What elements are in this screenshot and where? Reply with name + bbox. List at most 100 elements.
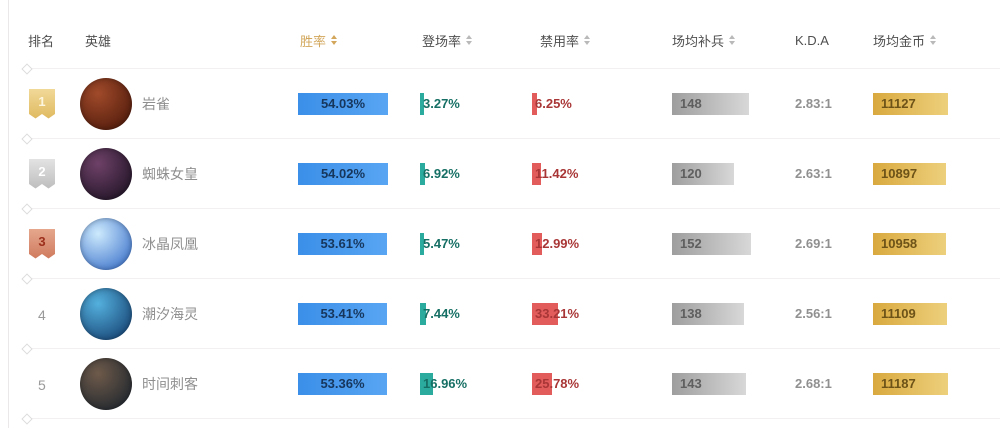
- banrate-value: 11.42%: [535, 165, 579, 181]
- gold-cell: 11187: [860, 372, 1000, 395]
- column-header-label: 胜率: [300, 33, 327, 49]
- column-header-hero: 英雄: [78, 31, 298, 50]
- table-row[interactable]: 2 蜘蛛女皇 54.02% 6.92% 11.42% 120 2.63:1 10…: [25, 138, 1000, 208]
- winrate-value: 54.03%: [320, 96, 366, 111]
- cs-cell: 148: [672, 92, 790, 115]
- table-row[interactable]: 5 时间刺客 53.36% 16.96% 25.78% 143 2.68:1 1…: [25, 348, 1000, 418]
- anivia-portrait[interactable]: [80, 217, 132, 270]
- column-header-pickrate[interactable]: 登场率: [420, 31, 532, 50]
- rank-cell: 5: [25, 369, 78, 399]
- rank-badge: 1: [29, 88, 55, 119]
- cs-bar: 143: [672, 372, 746, 395]
- winrate-cell: 53.61%: [298, 232, 420, 255]
- winrate-cell: 53.36%: [298, 372, 420, 395]
- champion-name[interactable]: 蜘蛛女皇: [142, 165, 198, 182]
- rank-cell: 1: [25, 88, 78, 119]
- column-header-cs[interactable]: 场均补兵: [672, 31, 790, 50]
- pickrate-cell: 7.44%: [420, 302, 532, 325]
- winrate-bar: 53.41%: [298, 302, 387, 325]
- champion-name[interactable]: 时间刺客: [142, 375, 198, 392]
- column-header-label: 排名: [28, 33, 55, 49]
- winrate-value: 53.36%: [320, 376, 365, 391]
- rank-cell: 3: [25, 228, 78, 259]
- column-header-label: 场均补兵: [672, 33, 725, 49]
- column-header-label: 登场率: [422, 33, 462, 49]
- banrate-cell: 25.78%: [532, 372, 672, 395]
- banrate-bar: [532, 92, 537, 115]
- winrate-bar: 53.61%: [298, 232, 387, 255]
- taliyah-portrait[interactable]: [80, 77, 132, 130]
- pickrate-bar: [420, 232, 424, 255]
- pickrate-cell: 6.92%: [420, 162, 532, 185]
- rank-cell: 2: [25, 158, 78, 189]
- hero-cell[interactable]: 岩雀: [78, 77, 298, 130]
- pickrate-bar: [420, 372, 433, 395]
- page-left-border: [8, 0, 9, 428]
- column-header-label: 英雄: [85, 33, 112, 49]
- kda-value: 2.83:1: [795, 96, 832, 111]
- sort-icon[interactable]: [331, 35, 338, 45]
- column-header-label: K.D.A: [795, 32, 829, 48]
- cs-cell: 143: [672, 372, 790, 395]
- winrate-bar: 54.03%: [298, 92, 388, 115]
- cs-bar: 152: [672, 232, 751, 255]
- kda-value: 2.63:1: [795, 166, 832, 181]
- winrate-value: 53.61%: [320, 236, 365, 251]
- winrate-bar: 54.02%: [298, 162, 388, 185]
- cs-cell: 152: [672, 232, 790, 255]
- table-row[interactable]: 1 岩雀 54.03% 3.27% 6.25% 148 2.83:1 11127: [25, 68, 1000, 138]
- table-row[interactable]: 3 冰晶凤凰 53.61% 5.47% 12.99% 152 2.69:1 10…: [25, 208, 1000, 278]
- cs-bar: 138: [672, 302, 744, 325]
- cs-cell: 120: [672, 162, 790, 185]
- gold-cell: 10958: [860, 232, 1000, 255]
- gold-bar: 11187: [873, 372, 948, 395]
- kda-value: 2.56:1: [795, 306, 832, 321]
- hero-cell[interactable]: 蜘蛛女皇: [78, 147, 298, 200]
- column-header-winrate[interactable]: 胜率: [298, 31, 420, 50]
- cs-bar: 148: [672, 92, 749, 115]
- column-header-gold[interactable]: 场均金币: [860, 31, 1000, 50]
- champion-name[interactable]: 岩雀: [142, 95, 170, 112]
- banrate-cell: 11.42%: [532, 162, 672, 185]
- hero-cell[interactable]: 时间刺客: [78, 357, 298, 410]
- winrate-cell: 54.03%: [298, 92, 420, 115]
- ekko-portrait[interactable]: [80, 357, 132, 410]
- fizz-portrait[interactable]: [80, 287, 132, 340]
- rank-cell: 4: [25, 299, 78, 329]
- kda-value: 2.69:1: [795, 236, 832, 251]
- gold-cell: 11127: [860, 92, 1000, 115]
- cs-bar: 120: [672, 162, 734, 185]
- column-header-label: 场均金币: [873, 33, 926, 49]
- sort-icon[interactable]: [466, 35, 473, 45]
- hero-cell[interactable]: 冰晶凤凰: [78, 217, 298, 270]
- pickrate-value: 6.92%: [423, 165, 460, 181]
- gold-bar: 10958: [873, 232, 946, 255]
- banrate-cell: 12.99%: [532, 232, 672, 255]
- champion-name[interactable]: 冰晶凤凰: [142, 235, 198, 252]
- sort-icon[interactable]: [729, 35, 736, 45]
- rank-badge: 2: [29, 158, 55, 189]
- column-header-banrate[interactable]: 禁用率: [532, 31, 672, 50]
- elise-portrait[interactable]: [80, 147, 132, 200]
- gold-cell: 10897: [860, 162, 1000, 185]
- column-header-kda: K.D.A: [790, 33, 860, 48]
- table-bottom-separator: [25, 418, 1000, 419]
- sort-icon[interactable]: [584, 35, 591, 45]
- sort-icon[interactable]: [930, 35, 937, 45]
- hero-cell[interactable]: 潮汐海灵: [78, 287, 298, 340]
- table-row[interactable]: 4 潮汐海灵 53.41% 7.44% 33.21% 138 2.56:1 11…: [25, 278, 1000, 348]
- champion-name[interactable]: 潮汐海灵: [142, 305, 198, 322]
- winrate-value: 54.02%: [320, 166, 366, 181]
- pickrate-bar: [420, 162, 425, 185]
- cs-cell: 138: [672, 302, 790, 325]
- table-header: 排名 英雄 胜率 登场率 禁用率 场均补兵 K.D.A 场均金币: [25, 0, 1000, 68]
- gold-bar: 10897: [873, 162, 946, 185]
- table-body: 1 岩雀 54.03% 3.27% 6.25% 148 2.83:1 11127: [0, 68, 1000, 418]
- banrate-bar: [532, 232, 542, 255]
- pickrate-bar: [420, 92, 424, 115]
- pickrate-value: 7.44%: [423, 305, 460, 321]
- banrate-value: 6.25%: [535, 95, 572, 111]
- gold-bar: 11109: [873, 302, 947, 325]
- banrate-bar: [532, 302, 558, 325]
